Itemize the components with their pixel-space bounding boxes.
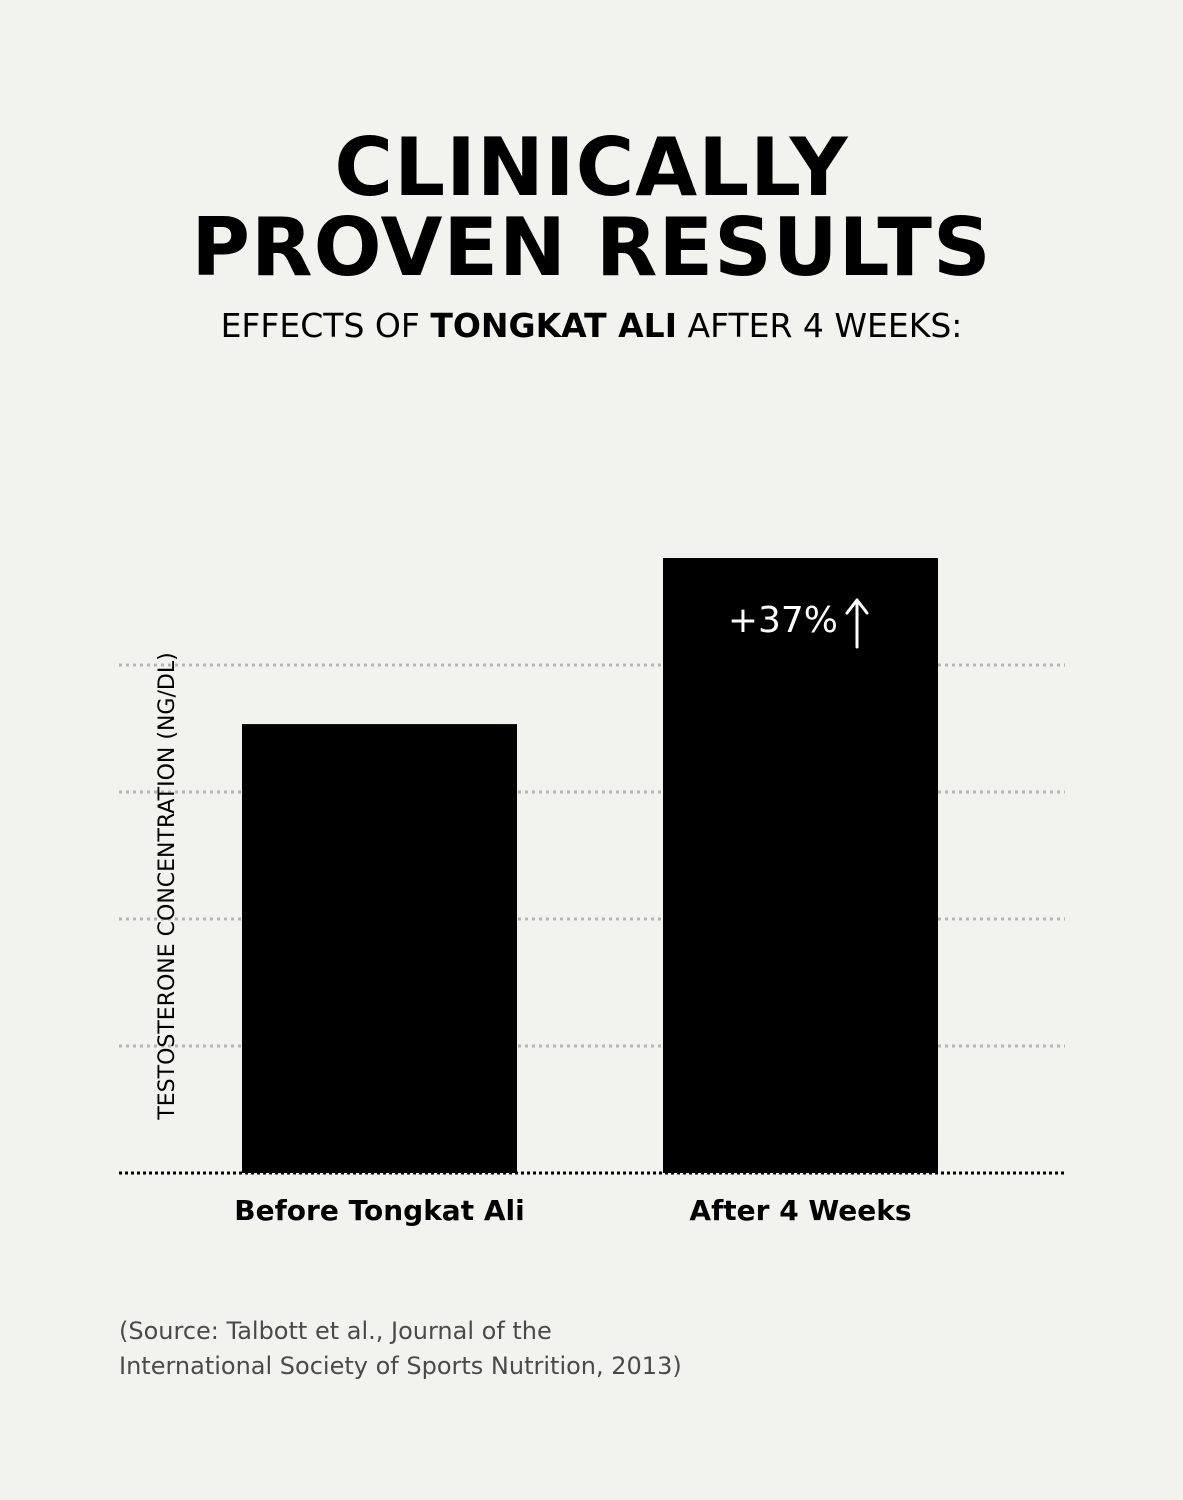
bar-2 [663,558,938,1173]
bar-1 [242,724,517,1173]
y-axis-label: TESTOSTERONE CONCENTRATION (NG/DL) [155,652,180,1120]
source-citation: (Source: Talbott et al., Journal of the … [119,1314,1019,1384]
title-line-1: CLINICALLY [334,121,849,214]
subtitle-prefix: EFFECTS OF [220,306,431,345]
x-tick-label-1: Before Tongkat Ali [234,1194,524,1227]
x-tick-label-2: After 4 Weeks [689,1194,911,1227]
page-subtitle: EFFECTS OF TONGKAT ALI AFTER 4 WEEKS: [0,306,1183,346]
subtitle-highlight: TONGKAT ALI [430,306,677,345]
bar-annotation: +37% [728,600,838,641]
title-line-2: PROVEN RESULTS [191,201,992,294]
page-title: CLINICALLY PROVEN RESULTS [0,128,1183,288]
source-line-2: International Society of Sports Nutritio… [119,1352,682,1380]
source-line-1: (Source: Talbott et al., Journal of the [119,1317,552,1345]
up-arrow-icon [845,598,869,649]
subtitle-suffix: AFTER 4 WEEKS: [677,306,963,345]
